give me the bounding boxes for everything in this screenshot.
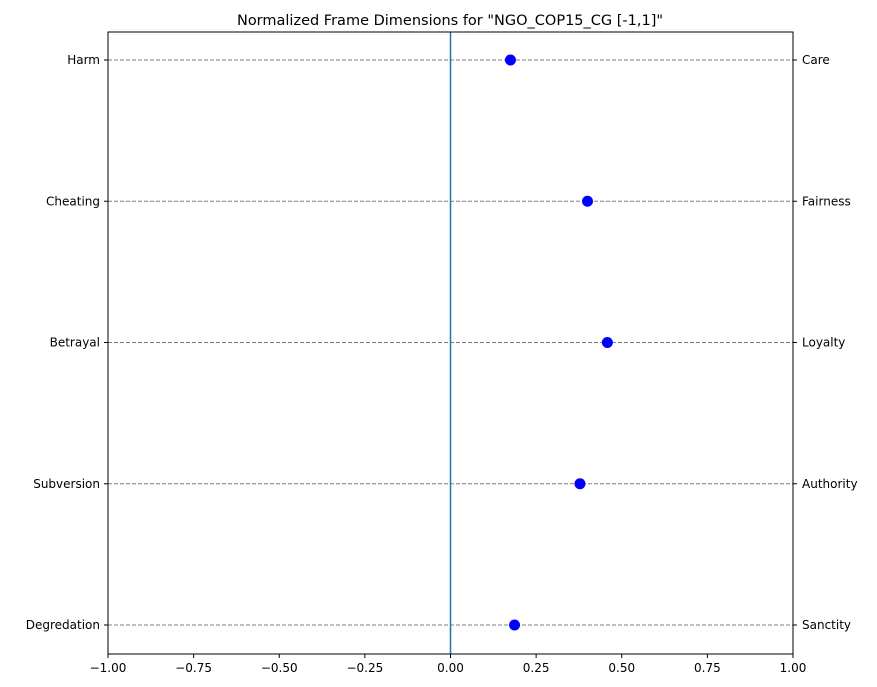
x-tick-label: −1.00 bbox=[90, 661, 127, 675]
right-label: Loyalty bbox=[802, 336, 845, 350]
x-tick-label: 0.75 bbox=[694, 661, 721, 675]
x-tick-label: −0.25 bbox=[346, 661, 383, 675]
x-tick-label: −0.75 bbox=[175, 661, 212, 675]
right-axis-labels: Care Fairness Loyalty Authority Sanctity bbox=[793, 53, 858, 632]
left-axis-labels: Harm Cheating Betrayal Subversion Degredatio… bbox=[26, 53, 108, 632]
data-point bbox=[601, 337, 613, 348]
data-point bbox=[582, 195, 593, 207]
data-point bbox=[504, 54, 516, 66]
left-label: Subversion bbox=[33, 477, 100, 491]
left-label: Harm bbox=[67, 53, 100, 67]
x-tick-label: 0.00 bbox=[437, 661, 464, 675]
left-label: Cheating bbox=[46, 194, 100, 208]
right-label: Care bbox=[802, 53, 830, 67]
x-tick-label: 1.00 bbox=[780, 661, 807, 675]
x-tick-label: 0.25 bbox=[523, 661, 550, 675]
chart-title: Normalized Frame Dimensions for "NGO_COP… bbox=[237, 13, 663, 29]
x-axis: −1.00 −0.75 −0.50 −0.25 0.00 0.25 0.50 0.75 1.00 bbox=[90, 654, 807, 675]
x-tick-label: −0.50 bbox=[261, 661, 298, 675]
x-tick-label: 0.50 bbox=[608, 661, 635, 675]
right-label: Authority bbox=[802, 477, 858, 491]
left-label: Betrayal bbox=[50, 336, 100, 350]
left-label: Degredation bbox=[26, 618, 100, 632]
data-point bbox=[509, 619, 521, 631]
data-points bbox=[504, 54, 613, 631]
right-label: Fairness bbox=[802, 194, 851, 208]
right-label: Sanctity bbox=[802, 618, 851, 632]
data-point bbox=[574, 478, 586, 490]
